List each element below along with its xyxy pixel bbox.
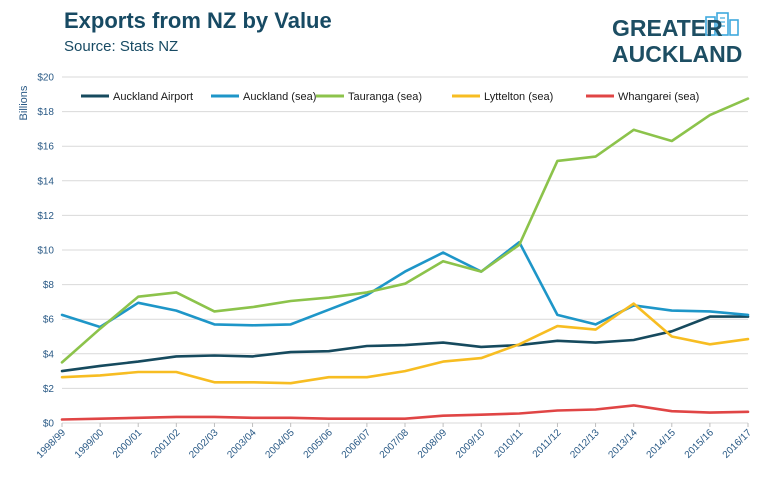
y-tick-label: $20 xyxy=(37,73,54,84)
x-tick-label: 2005/06 xyxy=(302,427,336,461)
series-lines xyxy=(60,97,750,421)
y-tick-label: $18 xyxy=(37,107,54,118)
x-tick-label: 2010/11 xyxy=(493,427,526,460)
legend-label: Whangarei (sea) xyxy=(618,91,699,103)
legend-label: Tauranga (sea) xyxy=(348,91,422,103)
x-tick-label: 2002/03 xyxy=(187,427,221,461)
x-tick-label: 2011/12 xyxy=(531,427,564,460)
y-tick-label: $12 xyxy=(37,211,54,222)
y-tick-label: $10 xyxy=(37,246,54,257)
y-tick-label: $8 xyxy=(43,280,55,291)
x-tick-label: 2001/02 xyxy=(149,427,183,461)
series-line xyxy=(60,315,750,373)
y-tick-label: $14 xyxy=(37,176,54,187)
x-tick-label: 2004/05 xyxy=(263,427,297,461)
chart-subtitle: Source: Stats NZ xyxy=(64,38,179,55)
x-tick-label: 2009/10 xyxy=(454,427,488,461)
legend-label: Auckland Airport xyxy=(113,91,193,103)
city-skyline-icon xyxy=(705,12,739,36)
x-tick-label: 1999/00 xyxy=(73,427,107,461)
chart-title: Exports from NZ by Value xyxy=(64,8,332,33)
series-line xyxy=(60,302,750,385)
x-tick-label: 2000/01 xyxy=(111,427,145,461)
x-tick-label: 2013/14 xyxy=(606,427,640,461)
y-tick-label: $6 xyxy=(43,315,55,326)
y-tick-label: $0 xyxy=(43,419,55,430)
legend-label: Lyttelton (sea) xyxy=(484,91,553,103)
x-tick-label: 2012/13 xyxy=(568,427,602,461)
greater-auckland-logo: GREATER AUCKLAND xyxy=(612,12,742,66)
x-tick-label: 2008/09 xyxy=(416,427,450,461)
series-line xyxy=(60,240,750,329)
x-tick-label: 2007/08 xyxy=(378,427,412,461)
x-tick-label: 2006/07 xyxy=(340,427,374,461)
x-tick-label: 2014/15 xyxy=(645,427,679,461)
x-tick-label: 1998/99 xyxy=(35,427,69,461)
y-axis-label: Billions xyxy=(18,85,30,120)
y-tick-label: $16 xyxy=(37,142,54,153)
series-line xyxy=(60,97,750,364)
series-line xyxy=(60,404,750,421)
y-tick-label: $4 xyxy=(43,349,55,360)
x-tick-label: 2015/16 xyxy=(683,427,717,461)
logo-line-1: GREATER xyxy=(612,15,723,41)
legend: Auckland Airport Auckland (sea) Tauranga (… xyxy=(81,91,699,103)
logo-line-2: AUCKLAND xyxy=(612,41,742,66)
axes: $0 $2 $4 $6 $8 $10 $12 $14 $16 $18 $20 Billions 1998… xyxy=(18,73,754,461)
x-tick-label: 2003/04 xyxy=(225,427,259,461)
y-tick-label: $2 xyxy=(43,384,55,395)
x-tick-label: 2016/17 xyxy=(721,427,755,461)
legend-label: Auckland (sea) xyxy=(243,91,316,103)
